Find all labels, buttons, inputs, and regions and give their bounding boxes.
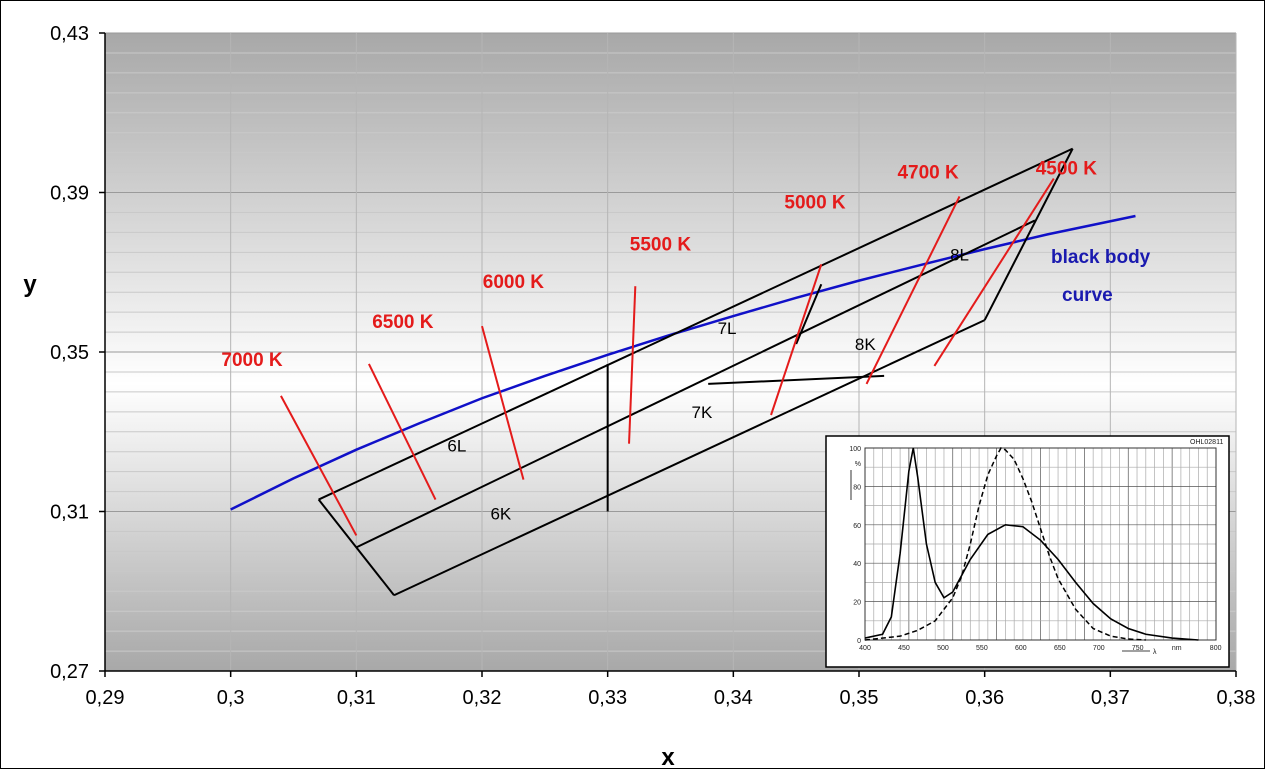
inset-x-axis-symbol: λ <box>1153 649 1157 656</box>
x-axis-title: x <box>661 744 675 769</box>
x-tick-label: 0,32 <box>463 687 502 709</box>
plot-marks: black body curve 7000 K 6500 K 6000 K 5500 K 5… <box>221 147 1151 597</box>
x-tick-label: 0,36 <box>965 687 1004 709</box>
bin-boundary <box>983 148 1074 321</box>
inset-y-unit: % <box>855 461 861 468</box>
cct-label: 6000 K <box>483 272 545 293</box>
axes: 0,29 0,3 0,31 0,32 0,33 0,34 0,35 0,36 0,37 0,38 0… <box>23 23 1255 769</box>
inset-y-tick-label: 80 <box>853 484 861 491</box>
spectrum-inset: 0 20 40 60 80 100 400 450 500 550 600 650 700 750 nm 80… <box>825 435 1230 668</box>
inset-title: OHL02811 <box>1190 439 1223 446</box>
x-tick-label: 0,33 <box>588 687 627 709</box>
bin-boundary <box>318 147 1074 501</box>
inset-x-tick-label: 500 <box>937 645 949 652</box>
x-tick-label: 0,3 <box>217 687 245 709</box>
bin-label: 6K <box>490 504 511 523</box>
inset-x-tick-label: 400 <box>859 645 871 652</box>
x-tick-label: 0,37 <box>1091 687 1130 709</box>
cct-isotherm-line <box>865 196 961 385</box>
cct-isotherm-line <box>280 395 358 536</box>
bin-boundary <box>393 319 986 597</box>
inset-dashed-curve <box>864 447 1146 641</box>
inset-x-tick-label: 800 <box>1210 645 1222 652</box>
cct-isotherm-line <box>933 178 1055 367</box>
inset-x-tick-label: 550 <box>976 645 988 652</box>
inset-x-tick-label: 700 <box>1093 645 1105 652</box>
inset-y-tick-label: 20 <box>853 600 861 607</box>
black-body-label-curve: curve <box>1062 285 1113 306</box>
bin-boundary <box>355 219 1036 549</box>
bin-label: 7L <box>718 319 737 338</box>
x-tick-label: 0,34 <box>714 687 753 709</box>
y-tick-label: 0,39 <box>50 183 89 205</box>
y-axis-title: y <box>23 271 37 298</box>
cct-label: 5500 K <box>630 234 692 255</box>
cct-label: 5000 K <box>784 192 846 213</box>
bin-label: 8K <box>855 335 876 354</box>
cct-label: 4700 K <box>897 163 959 184</box>
inset-x-tick-label: nm <box>1172 645 1182 652</box>
y-tick-label: 0,27 <box>50 661 89 683</box>
bin-label: 6L <box>447 437 466 456</box>
inset-x-tick-label: 650 <box>1054 645 1066 652</box>
y-tick-label: 0,35 <box>50 342 89 364</box>
cct-label: 6500 K <box>372 312 434 333</box>
bin-label: 8L <box>950 245 969 264</box>
cct-isotherm-line <box>481 325 525 480</box>
inset-y-tick-label: 100 <box>849 446 861 453</box>
cct-label: 7000 K <box>221 350 283 371</box>
cct-label: 4500 K <box>1036 159 1098 180</box>
inset-y-tick-label: 0 <box>857 638 861 645</box>
x-tick-label: 0,31 <box>337 687 376 709</box>
cct-isotherm-line <box>628 286 637 444</box>
bin-boundary <box>708 374 885 385</box>
bin-label: 7K <box>692 403 713 422</box>
inset-x-tick-label: 450 <box>898 645 910 652</box>
black-body-label: black body <box>1051 247 1151 268</box>
y-tick-label: 0,43 <box>50 23 89 45</box>
cct-isotherm-line <box>770 263 823 416</box>
bin-boundary <box>317 498 395 596</box>
x-tick-label: 0,29 <box>86 687 125 709</box>
x-tick-label: 0,38 <box>1217 687 1256 709</box>
y-tick-label: 0,31 <box>50 502 89 524</box>
inset-solid-curve <box>864 447 1199 641</box>
inset-x-tick-label: 600 <box>1015 645 1027 652</box>
inset-y-tick-label: 60 <box>853 523 861 530</box>
cct-isotherm-line <box>368 363 437 500</box>
inset-y-tick-label: 40 <box>853 561 861 568</box>
inset-x-tick-label: 750 <box>1132 645 1144 652</box>
inset-plot-border <box>864 447 1217 641</box>
bin-boundary <box>795 283 823 345</box>
x-tick-label: 0,35 <box>840 687 879 709</box>
inset-frame <box>825 435 1230 668</box>
